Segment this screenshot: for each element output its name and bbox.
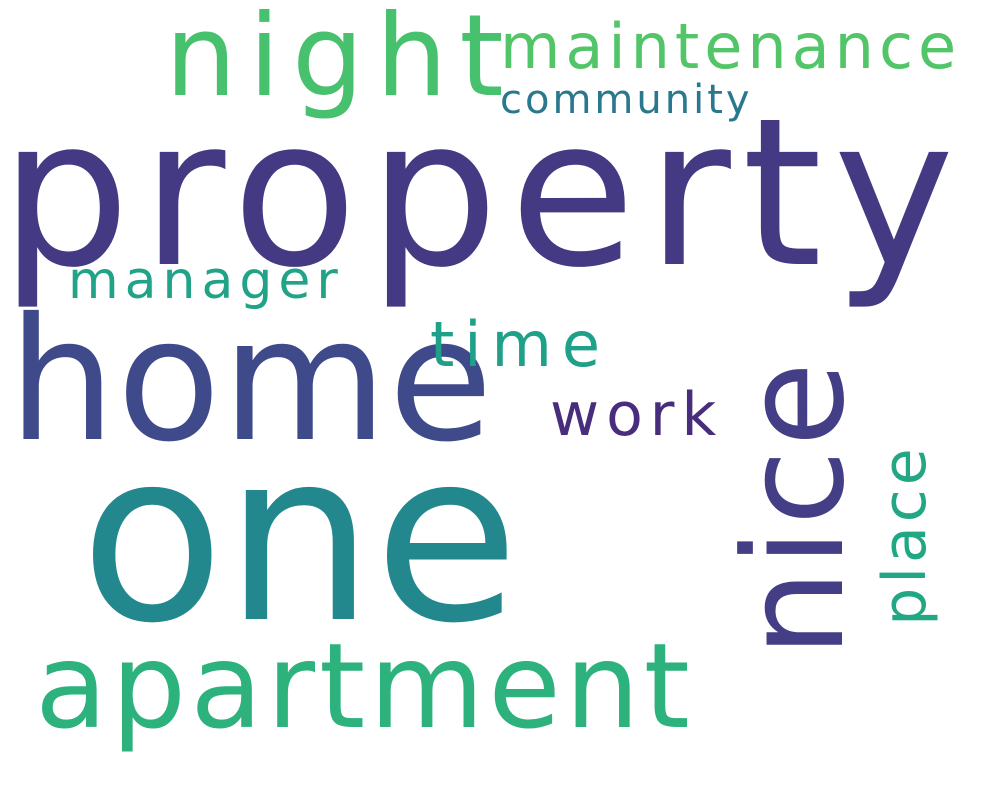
word-manager: manager — [68, 251, 344, 311]
word-time: time — [430, 308, 611, 381]
word-property: property — [0, 75, 966, 313]
word-work: work — [550, 380, 724, 450]
word-place: place — [870, 444, 940, 626]
word-maintenance: maintenance — [500, 10, 962, 83]
word-nice: nice — [714, 358, 875, 658]
word-apartment: apartment — [35, 617, 694, 755]
word-home: home — [8, 282, 494, 480]
word-one: one — [80, 400, 520, 675]
word-community: community — [500, 77, 753, 123]
word-night: night — [165, 0, 516, 122]
